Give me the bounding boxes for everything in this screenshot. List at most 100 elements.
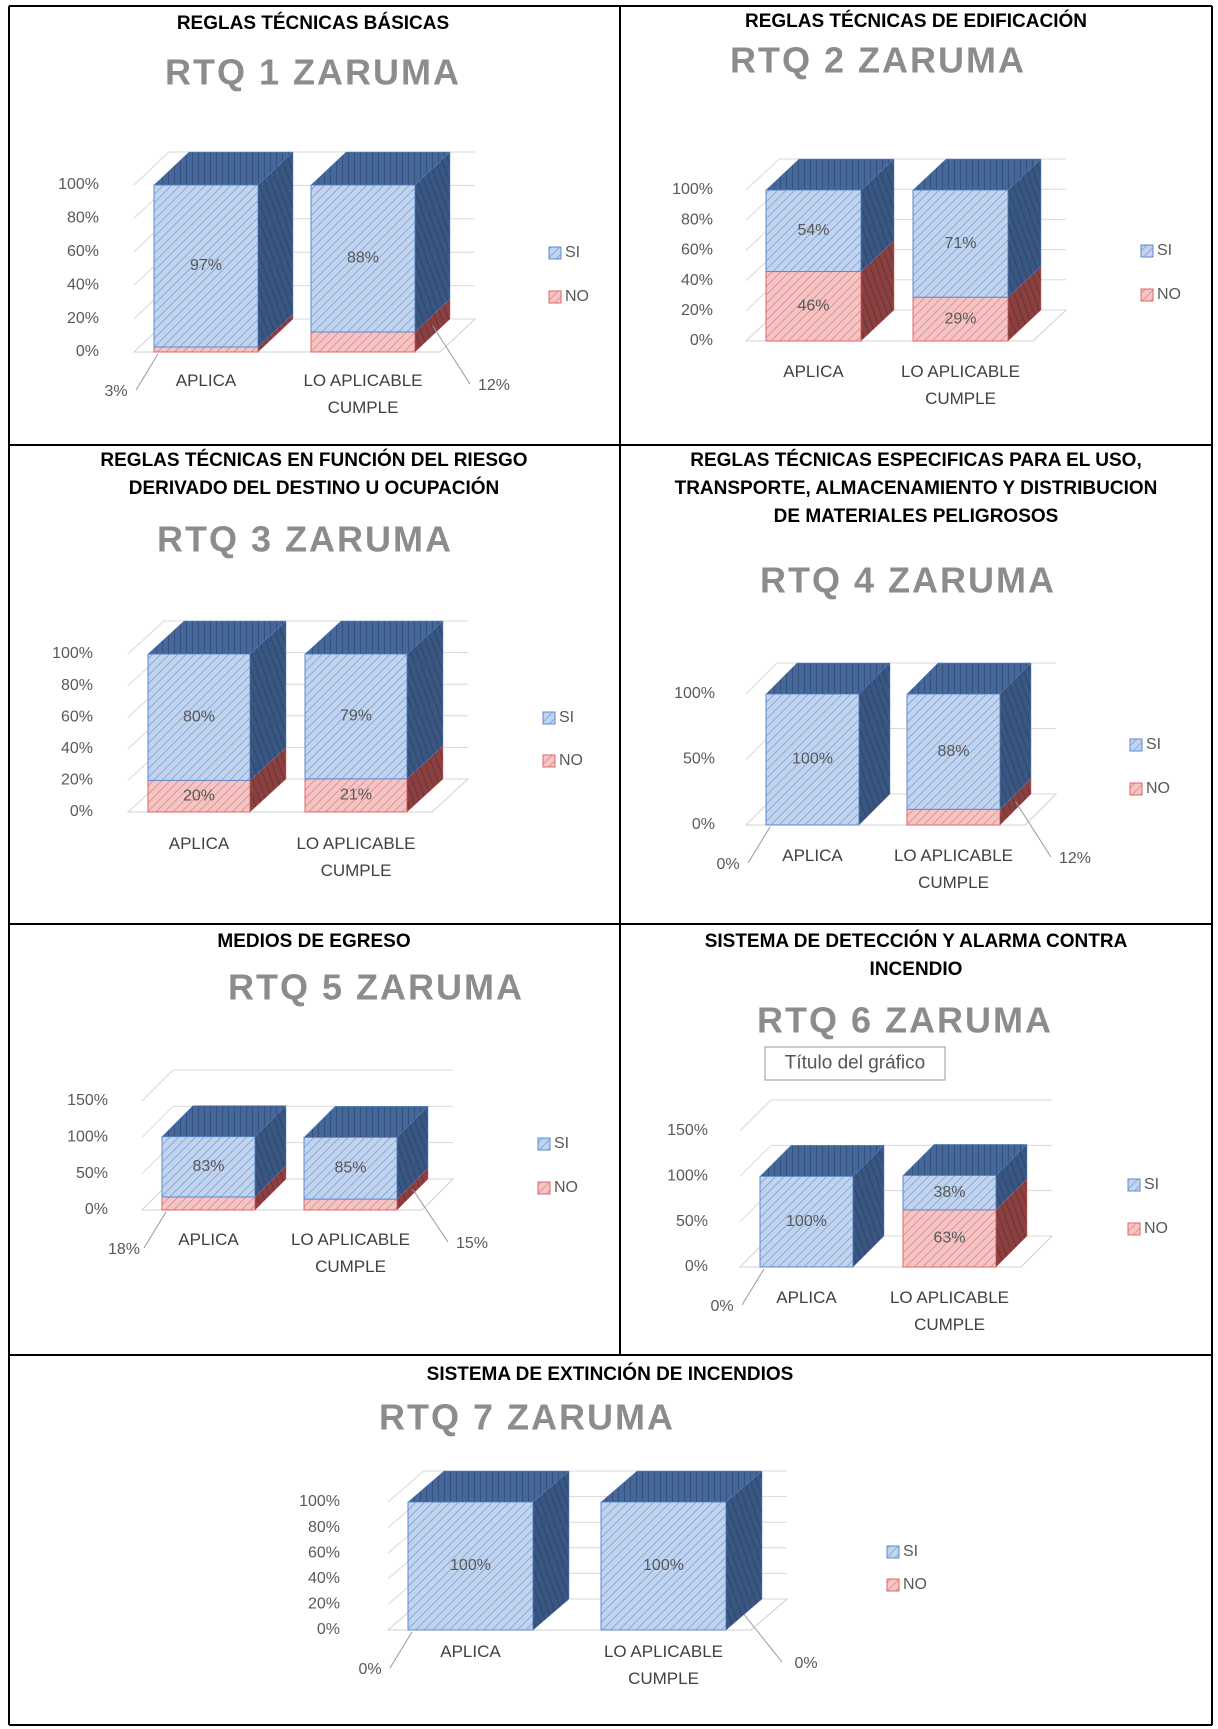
- bar-top: [765, 662, 891, 695]
- data-label: 15%: [456, 1235, 488, 1252]
- legend-label: SI: [554, 1135, 569, 1152]
- y-tick-label: 50%: [76, 1165, 108, 1182]
- bar-top: [600, 1470, 763, 1503]
- bar-segment: [303, 1198, 398, 1211]
- grid-line: [141, 1069, 174, 1102]
- bar-segment: [303, 1136, 398, 1200]
- bar-top: [912, 158, 1042, 191]
- leader-line: [143, 1211, 167, 1249]
- legend-swatch: [1129, 782, 1143, 796]
- tooltip: Título del gráfico: [785, 1053, 925, 1074]
- data-label: 63%: [933, 1230, 965, 1247]
- grid-line: [739, 1099, 772, 1132]
- legend-label: NO: [559, 752, 583, 769]
- grid-line: [745, 662, 778, 695]
- cell-heading: REGLAS TÉCNICAS EN FUNCIÓN DEL RIESGO: [100, 449, 527, 471]
- bar-top: [902, 1144, 1028, 1176]
- legend-label: NO: [554, 1179, 578, 1196]
- legend-label: SI: [1157, 242, 1172, 259]
- bar-segment: [153, 184, 259, 348]
- x-tick-label: APLICA: [168, 834, 230, 853]
- x-tick-label: APLICA: [440, 1642, 501, 1661]
- y-tick-label: 20%: [681, 302, 713, 319]
- cell-heading: SISTEMA DE EXTINCIÓN DE INCENDIOS: [427, 1363, 794, 1385]
- y-tick-label: 0%: [317, 1621, 340, 1638]
- grid-line: [133, 151, 170, 186]
- x-tick-box: APLICA: [782, 846, 843, 865]
- grid-line: [387, 1470, 425, 1503]
- legend-label: NO: [1144, 1220, 1168, 1237]
- leader-line: [743, 1614, 783, 1663]
- data-label: 100%: [792, 751, 833, 768]
- x-tick-box: APLICA: [440, 1642, 501, 1661]
- bar-segment: [765, 693, 860, 826]
- cell-heading: REGLAS TÉCNICAS ESPECIFICAS PARA EL USO,: [690, 449, 1141, 471]
- bar-segment: [153, 346, 259, 353]
- chart-title: RTQ 3 ZARUMA: [157, 519, 453, 560]
- x-tick-box: LO APLICABLE CUMPLE: [604, 1642, 723, 1688]
- bar-segment: [304, 653, 408, 780]
- x-tick-label: LO APLICABLE CUMPLE: [296, 834, 416, 880]
- grid-line: [739, 1144, 772, 1177]
- leader-line: [432, 325, 471, 385]
- chart-title: RTQ 6 ZARUMA: [757, 1000, 1053, 1041]
- legend-label: SI: [903, 1543, 918, 1560]
- leader-line: [135, 353, 159, 391]
- legend-label: SI: [1144, 1176, 1159, 1193]
- bar-segment: [161, 1196, 256, 1211]
- data-label: 79%: [340, 708, 372, 725]
- legend-label: SI: [1146, 736, 1161, 753]
- bar-top: [310, 151, 451, 186]
- y-tick-label: 40%: [308, 1570, 340, 1587]
- y-tick-label: 0%: [70, 803, 93, 820]
- bar-segment: [765, 271, 862, 342]
- legend-swatch: [886, 1578, 900, 1592]
- bar-top: [759, 1145, 885, 1177]
- legend-swatch: [537, 1181, 551, 1195]
- data-label: 88%: [347, 250, 379, 267]
- legend-swatch: [886, 1545, 900, 1559]
- x-tick-box: APLICA: [178, 1230, 239, 1249]
- x-tick-label: LO APLICABLE CUMPLE: [900, 362, 1021, 408]
- data-label: 21%: [340, 787, 372, 804]
- leader-line: [747, 826, 771, 864]
- legend-label: SI: [559, 709, 574, 726]
- data-label: 12%: [478, 377, 510, 394]
- bar-top: [906, 662, 1032, 695]
- x-tick-box: APLICA: [776, 1288, 836, 1307]
- data-label: 0%: [794, 1655, 817, 1672]
- bar-top: [304, 620, 444, 655]
- data-label: 20%: [183, 787, 215, 804]
- legend-swatch: [548, 246, 562, 260]
- data-label: 0%: [358, 1661, 381, 1678]
- legend-swatch: [542, 711, 556, 725]
- bar-segment: [906, 808, 1001, 826]
- bar-segment: [912, 296, 1009, 342]
- legend-swatch: [1127, 1178, 1141, 1192]
- legend-label: NO: [903, 1576, 927, 1593]
- x-tick-label: APLICA: [782, 846, 843, 865]
- cell-heading: REGLAS TÉCNICAS DE EDIFICACIÓN: [745, 10, 1087, 32]
- y-tick-label: 100%: [52, 645, 93, 662]
- legend-swatch: [1140, 244, 1154, 258]
- legend-label: NO: [1157, 286, 1181, 303]
- grid-line: [745, 158, 780, 191]
- y-tick-label: 60%: [61, 708, 93, 725]
- x-tick-label: APLICA: [178, 1230, 239, 1249]
- y-tick-label: 150%: [67, 1092, 108, 1109]
- leader-line: [389, 1631, 413, 1669]
- cell-heading: INCENDIO: [870, 959, 963, 980]
- y-tick-label: 100%: [672, 181, 713, 198]
- bar-segment: [407, 1501, 534, 1631]
- bar-top: [765, 158, 895, 191]
- legend-swatch: [542, 754, 556, 768]
- y-tick-label: 80%: [67, 210, 99, 227]
- y-tick-label: 80%: [61, 677, 93, 694]
- data-label: 18%: [108, 1241, 140, 1258]
- x-tick-box: LO APLICABLE CUMPLE: [894, 846, 1013, 892]
- bar-top: [407, 1470, 570, 1503]
- data-label: 88%: [937, 743, 969, 760]
- bar-segment: [161, 1136, 256, 1198]
- x-tick-box: APLICA: [176, 371, 236, 390]
- data-label: 97%: [190, 257, 222, 274]
